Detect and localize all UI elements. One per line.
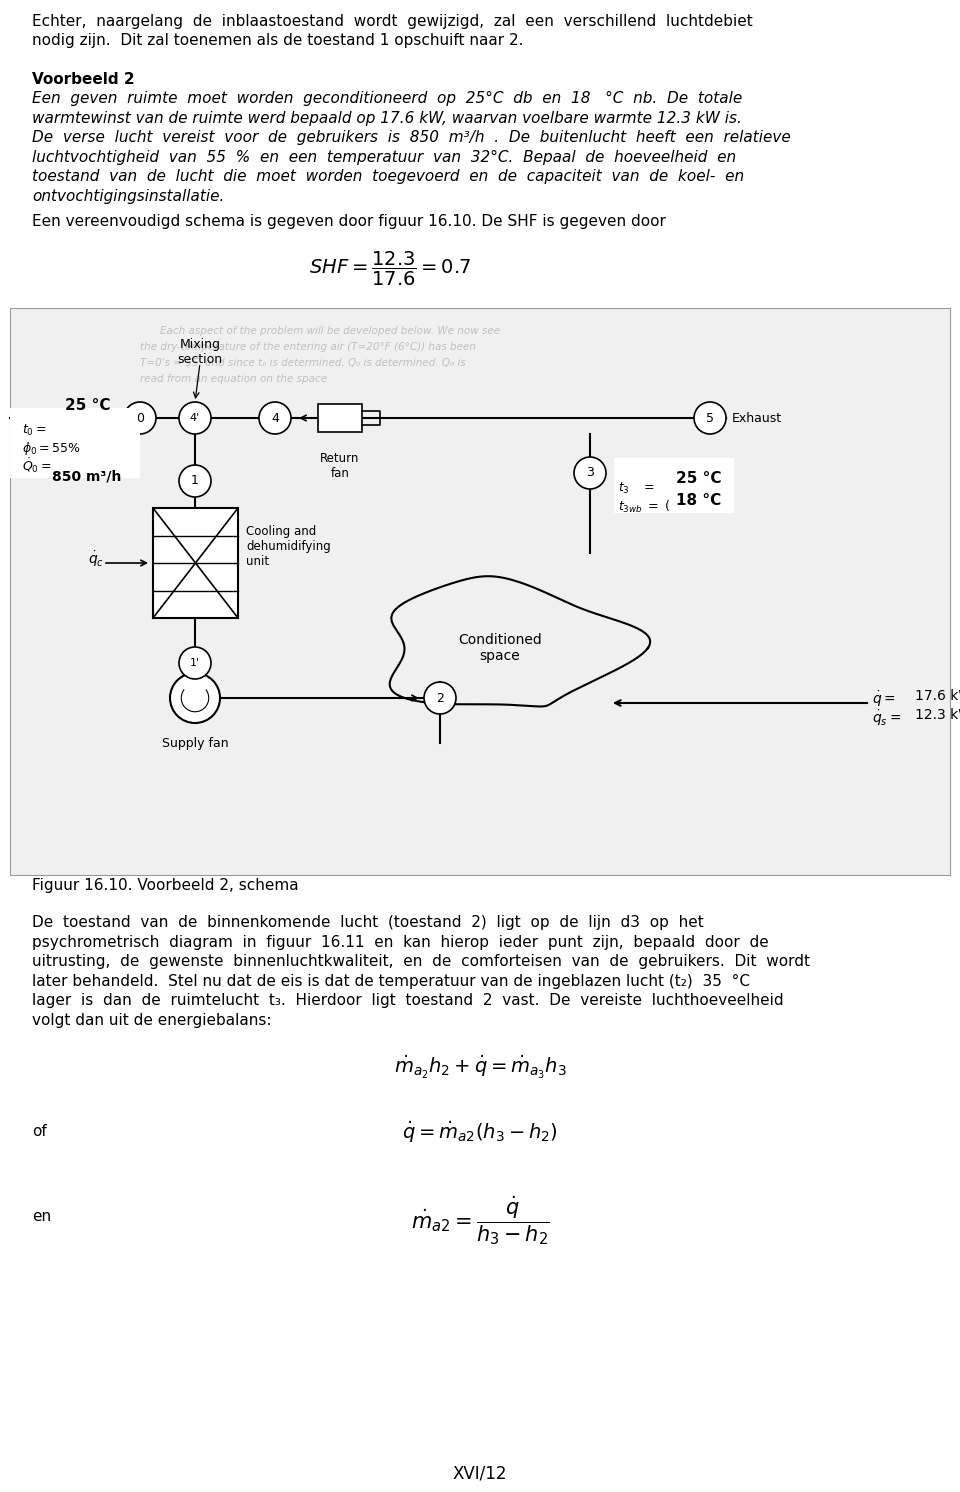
Text: $\dot{m}_{a_2} h_2 + \dot{q} = \dot{m}_{a_3} h_3$: $\dot{m}_{a_2} h_2 + \dot{q} = \dot{m}_{… — [394, 1053, 566, 1082]
Text: of: of — [32, 1123, 47, 1138]
Text: 4': 4' — [190, 413, 200, 424]
Text: Voorbeeld 2: Voorbeeld 2 — [32, 72, 134, 87]
Text: Cooling and
dehumidifying
unit: Cooling and dehumidifying unit — [246, 525, 331, 568]
Text: 12.3 kW: 12.3 kW — [915, 709, 960, 722]
Text: $SHF = \dfrac{12.3}{17.6} = 0.7$: $SHF = \dfrac{12.3}{17.6} = 0.7$ — [309, 251, 471, 288]
Text: $\dot{Q}_0 = $: $\dot{Q}_0 = $ — [22, 457, 52, 474]
Circle shape — [574, 457, 606, 489]
Text: De  toestand  van  de  binnenkomende  lucht  (toestand  2)  ligt  op  de  lijn  : De toestand van de binnenkomende lucht (… — [32, 915, 704, 930]
Text: T=0's = 55, and since t₀ is determined, Q₀ is determined. Q₀ is: T=0's = 55, and since t₀ is determined, … — [140, 358, 466, 369]
Text: toestand  van  de  lucht  die  moet  worden  toegevoerd  en  de  capaciteit  van: toestand van de lucht die moet worden to… — [32, 169, 744, 184]
Text: lager  is  dan  de  ruimtelucht  t₃.  Hierdoor  ligt  toestand  2  vast.  De  ve: lager is dan de ruimtelucht t₃. Hierdoor… — [32, 994, 783, 1009]
Text: 4: 4 — [271, 412, 279, 425]
Text: 3: 3 — [586, 467, 594, 479]
Text: Een  geven  ruimte  moet  worden  geconditioneerd  op  25°C  db  en  18   °C  nb: Een geven ruimte moet worden gecondition… — [32, 91, 742, 106]
Text: later behandeld.  Stel nu dat de eis is dat de temperatuur van de ingeblazen luc: later behandeld. Stel nu dat de eis is d… — [32, 973, 750, 989]
Text: 25 °C: 25 °C — [676, 471, 722, 486]
Text: 1': 1' — [190, 658, 200, 668]
Circle shape — [179, 648, 211, 679]
Text: $t_3$   $=$: $t_3$ $=$ — [618, 480, 655, 497]
Text: psychrometrisch  diagram  in  figuur  16.11  en  kan  hierop  ieder  punt  zijn,: psychrometrisch diagram in figuur 16.11 … — [32, 934, 769, 949]
Bar — [10, 307, 950, 874]
Bar — [614, 458, 734, 513]
Text: XVI/12: XVI/12 — [453, 1465, 507, 1483]
Text: Exhaust: Exhaust — [732, 412, 782, 425]
Text: Supply fan: Supply fan — [161, 737, 228, 750]
Circle shape — [424, 682, 456, 715]
Circle shape — [124, 401, 156, 434]
Text: luchtvochtigheid  van  55  %  en  een  temperatuur  van  32°C.  Bepaal  de  hoev: luchtvochtigheid van 55 % en een tempera… — [32, 149, 736, 164]
Text: De  verse  lucht  vereist  voor  de  gebruikers  is  850  m³/h  .  De  buitenluc: De verse lucht vereist voor de gebruiker… — [32, 130, 791, 145]
Text: uitrusting,  de  gewenste  binnenluchtkwaliteit,  en  de  comforteisen  van  de : uitrusting, de gewenste binnenluchtkwali… — [32, 953, 810, 968]
Text: volgt dan uit de energiebalans:: volgt dan uit de energiebalans: — [32, 1013, 272, 1028]
Text: read from an equation on the space: read from an equation on the space — [140, 374, 327, 383]
Text: 1: 1 — [191, 474, 199, 488]
Text: Return
fan: Return fan — [321, 452, 360, 480]
Bar — [318, 404, 362, 433]
Text: Echter,  naargelang  de  inblaastoestand  wordt  gewijzigd,  zal  een  verschill: Echter, naargelang de inblaastoestand wo… — [32, 13, 753, 28]
Bar — [10, 407, 140, 477]
Text: 25 °C: 25 °C — [65, 398, 110, 413]
Text: ontvochtigingsinstallatie.: ontvochtigingsinstallatie. — [32, 188, 225, 203]
Text: 18 °C: 18 °C — [676, 492, 721, 507]
Circle shape — [179, 466, 211, 497]
Circle shape — [694, 401, 726, 434]
Text: Een vereenvoudigd schema is gegeven door figuur 16.10. De SHF is gegeven door: Een vereenvoudigd schema is gegeven door… — [32, 213, 666, 228]
Text: Figuur 16.10. Voorbeeld 2, schema: Figuur 16.10. Voorbeeld 2, schema — [32, 877, 299, 894]
Circle shape — [259, 401, 291, 434]
Text: Each aspect of the problem will be developed below. We now see: Each aspect of the problem will be devel… — [160, 325, 500, 336]
Text: Conditioned
space: Conditioned space — [458, 633, 541, 662]
Text: 5: 5 — [706, 412, 714, 425]
Circle shape — [179, 401, 211, 434]
Text: $\dot{q} = \dot{m}_{a2}(h_3 - h_2)$: $\dot{q} = \dot{m}_{a2}(h_3 - h_2)$ — [402, 1119, 558, 1144]
Circle shape — [170, 673, 220, 724]
Text: warmtewinst van de ruimte werd bepaald op 17.6 kW, waarvan voelbare warmte 12.3 : warmtewinst van de ruimte werd bepaald o… — [32, 110, 742, 125]
Text: $\dot{q}_c$: $\dot{q}_c$ — [88, 549, 105, 568]
Text: Mixing
section: Mixing section — [178, 339, 223, 366]
Text: $\dot{q}_s=$: $\dot{q}_s=$ — [872, 709, 905, 728]
Text: $\phi_0 = 55\%$: $\phi_0 = 55\%$ — [22, 440, 81, 457]
Text: nodig zijn.  Dit zal toenemen als de toestand 1 opschuift naar 2.: nodig zijn. Dit zal toenemen als de toes… — [32, 33, 523, 49]
Text: 2: 2 — [436, 691, 444, 704]
Text: 850 m³/h: 850 m³/h — [52, 470, 121, 483]
Text: $t_{3wb}$ $=$ $($: $t_{3wb}$ $=$ $($ — [618, 498, 671, 515]
Text: $\dot{q}=$: $\dot{q}=$ — [872, 689, 900, 709]
Text: the dry-temperature of the entering air (T=20°F (6°C)) has been: the dry-temperature of the entering air … — [140, 342, 476, 352]
Text: $t_0 = $: $t_0 = $ — [22, 424, 54, 439]
Text: en: en — [32, 1209, 51, 1223]
Text: $\dot{m}_{a2} = \dfrac{\dot{q}}{h_3 - h_2}$: $\dot{m}_{a2} = \dfrac{\dot{q}}{h_3 - h_… — [411, 1194, 549, 1247]
Text: 0: 0 — [136, 412, 144, 425]
Bar — [153, 507, 238, 618]
Text: 17.6 kW: 17.6 kW — [915, 689, 960, 703]
